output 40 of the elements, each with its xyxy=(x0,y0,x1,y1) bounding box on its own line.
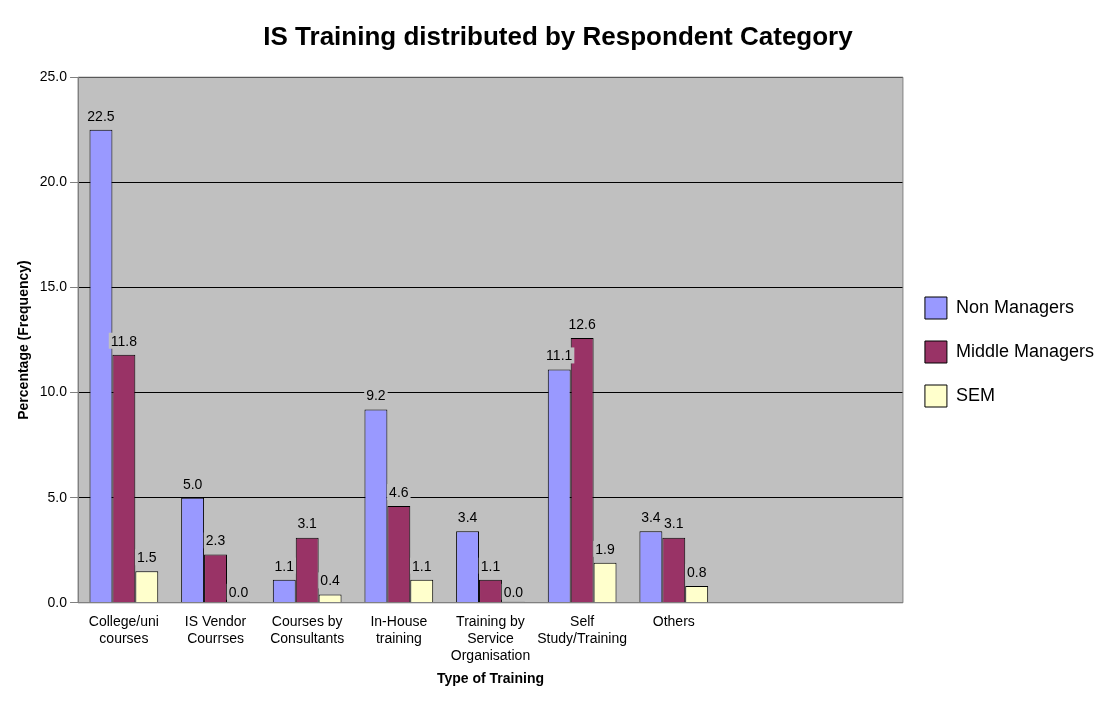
x-tick-label: Training by Service Organisation xyxy=(450,613,531,663)
data-label: 1.1 xyxy=(412,557,432,574)
y-tick-label: 0.0 xyxy=(47,593,68,610)
legend-label: Non Managers xyxy=(955,296,1075,317)
data-label: 0.0 xyxy=(503,583,524,600)
data-label: 3.4 xyxy=(641,509,661,526)
legend-label: Middle Managers xyxy=(955,340,1095,361)
y-tick-label: 20.0 xyxy=(39,173,68,190)
data-label: 4.6 xyxy=(389,483,409,500)
x-tick-label: Self Study/Training xyxy=(537,613,628,646)
x-tick-label: Courses by Consultants xyxy=(270,613,345,646)
x-tick-label: Others xyxy=(652,613,695,630)
data-label: 1.1 xyxy=(274,557,295,574)
y-tick-label: 5.0 xyxy=(47,488,68,505)
y-axis-title: Percentage (Frequency) xyxy=(15,260,32,420)
y-tick-label: 15.0 xyxy=(39,278,68,295)
x-tick-label: College/uni courses xyxy=(88,613,159,646)
y-tick-label: 10.0 xyxy=(39,383,68,400)
legend-label: SEM xyxy=(955,384,995,405)
x-tick-label: In-House training xyxy=(370,613,428,646)
data-label: 2.3 xyxy=(205,532,226,549)
chart-title: IS Training distributed by Respondent Category xyxy=(263,20,854,51)
data-label: 11.8 xyxy=(110,332,138,349)
data-label: 9.2 xyxy=(366,387,386,404)
data-label: 11.1 xyxy=(546,347,573,364)
data-label: 0.0 xyxy=(228,583,249,600)
data-label: 1.5 xyxy=(137,549,157,566)
data-label: 0.8 xyxy=(686,563,707,580)
data-label: 0.4 xyxy=(320,572,341,589)
data-label: 3.1 xyxy=(297,515,318,532)
data-label: 1.9 xyxy=(595,540,615,557)
data-label: 3.4 xyxy=(457,509,478,526)
data-label: 12.6 xyxy=(568,315,596,332)
data-label: 1.1 xyxy=(480,557,501,574)
data-label: 5.0 xyxy=(182,475,203,492)
x-tick-label: IS Vendor Courrses xyxy=(184,613,247,646)
y-tick-label: 25.0 xyxy=(39,68,68,85)
data-label: 3.1 xyxy=(664,515,684,532)
x-axis-title: Type of Training xyxy=(436,670,545,687)
data-label: 22.5 xyxy=(87,107,115,124)
